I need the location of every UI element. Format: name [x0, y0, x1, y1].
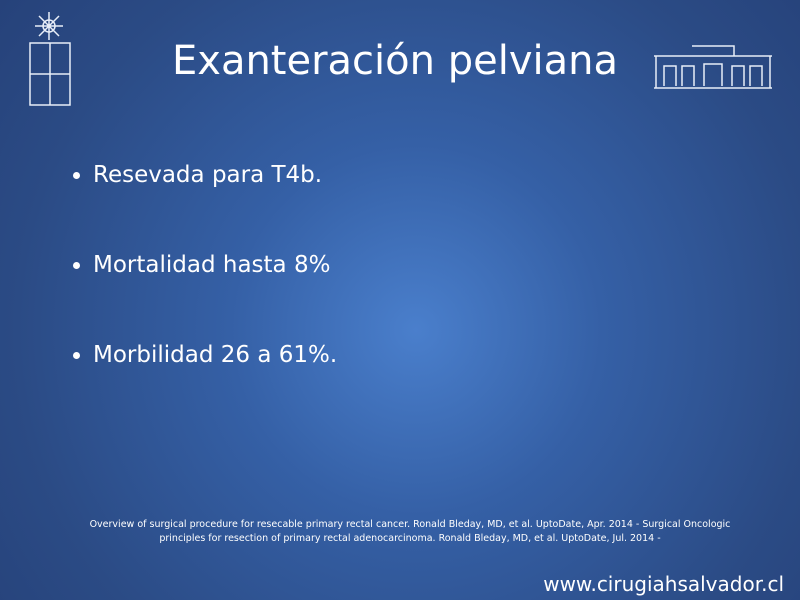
bullet-list: Resevada para T4b. Mortalidad hasta 8% M… [55, 160, 337, 430]
bullet: Morbilidad 26 a 61%. [93, 340, 337, 370]
building-logo [654, 45, 772, 89]
title: Exanteración pelviana [172, 38, 618, 84]
footer-url: www.cirugiahsalvador.cl [543, 572, 784, 596]
reference: Overview of surgical procedure for resec… [89, 519, 731, 544]
university-logo [29, 12, 71, 106]
bullet: Mortalidad hasta 8% [93, 250, 337, 280]
bullet: Resevada para T4b. [93, 160, 337, 190]
